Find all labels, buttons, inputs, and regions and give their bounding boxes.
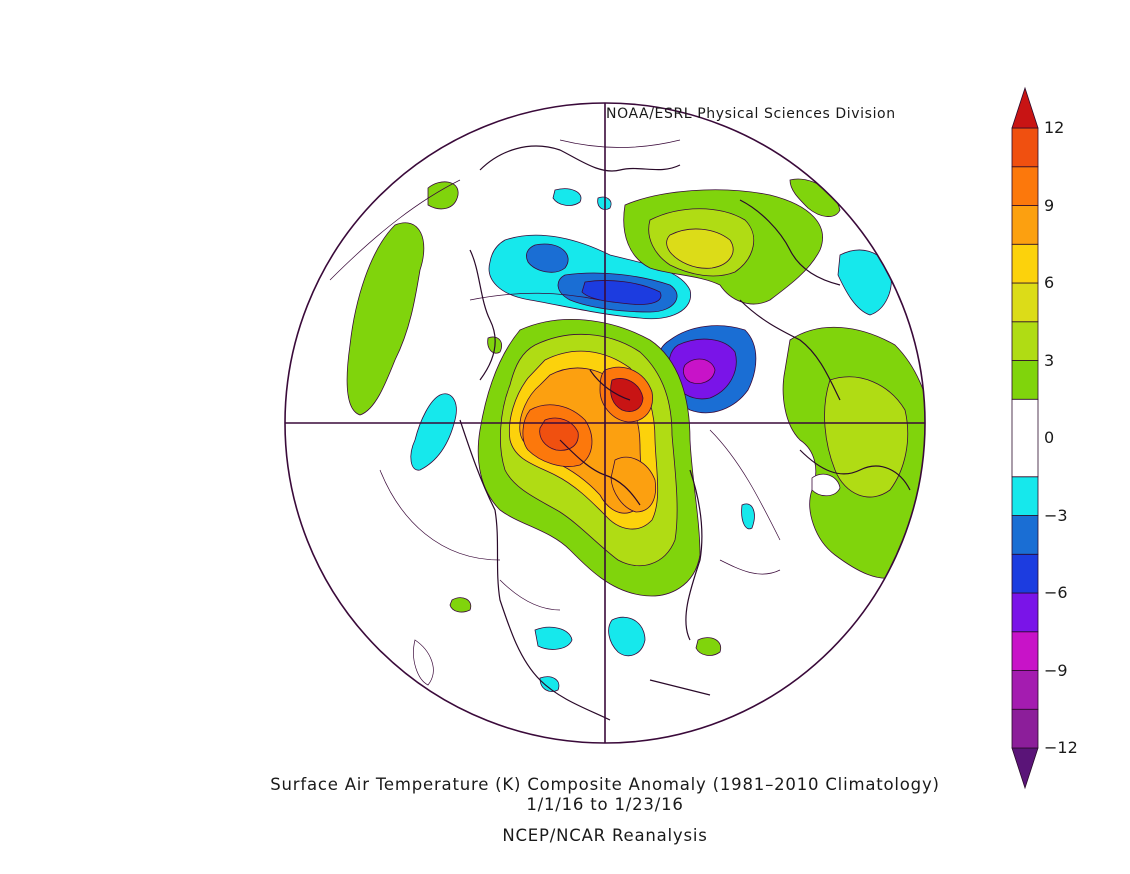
colorbar-bin bbox=[1011, 86, 1039, 129]
data-source: NCEP/NCAR Reanalysis bbox=[502, 826, 708, 845]
colorbar-bin bbox=[1011, 515, 1039, 555]
colorbar-bin bbox=[1011, 166, 1039, 206]
anomaly-region bbox=[552, 188, 582, 206]
anomaly-region bbox=[695, 637, 722, 656]
colorbar-bin bbox=[1011, 670, 1039, 710]
colorbar-tick-label: −6 bbox=[1044, 583, 1068, 602]
anomaly-region bbox=[346, 222, 425, 416]
colorbar-bin bbox=[1011, 398, 1039, 478]
colorbar-bin bbox=[1011, 127, 1039, 168]
colorbar-tick-label: 9 bbox=[1044, 195, 1055, 215]
colorbar-bin bbox=[1011, 553, 1039, 594]
colorbar bbox=[1011, 86, 1039, 790]
credit-label: NOAA/ESRL Physical Sciences Division bbox=[606, 106, 896, 122]
anomaly-region bbox=[811, 473, 841, 497]
anomaly-region bbox=[539, 417, 579, 451]
anomaly-region bbox=[610, 378, 644, 412]
anomaly-region bbox=[449, 597, 472, 613]
anomaly-region bbox=[610, 456, 657, 513]
anomaly-region bbox=[410, 393, 457, 471]
date-range: 1/1/16 to 1/23/16 bbox=[526, 795, 684, 814]
colorbar-tick-label: 3 bbox=[1044, 350, 1055, 370]
colorbar-tick-label: −12 bbox=[1044, 738, 1078, 757]
anomaly-region bbox=[534, 626, 573, 650]
map-disc bbox=[285, 103, 925, 743]
map-boundary bbox=[284, 102, 926, 744]
anomaly-region bbox=[837, 249, 892, 316]
colorbar-bin bbox=[1011, 282, 1039, 323]
coastlines bbox=[459, 145, 911, 721]
colorbar-tick-label: 6 bbox=[1044, 273, 1055, 292]
colorbar-bin bbox=[1011, 321, 1039, 361]
anomaly-region bbox=[683, 358, 716, 384]
colorbar-bin bbox=[1011, 360, 1039, 400]
colorbar-tick-label: 12 bbox=[1044, 118, 1065, 137]
colorbar-tick-label: 0 bbox=[1044, 428, 1055, 447]
anomaly-region bbox=[427, 181, 459, 210]
anomaly-region bbox=[741, 503, 755, 530]
contour-lines bbox=[329, 139, 781, 686]
anomaly-region bbox=[666, 228, 734, 269]
colorbar-bin bbox=[1011, 476, 1039, 516]
anomaly-region bbox=[526, 243, 569, 273]
anomaly-region bbox=[539, 676, 560, 692]
anomaly-region bbox=[824, 376, 909, 498]
colorbar-bin bbox=[1011, 205, 1039, 245]
map-title: Surface Air Temperature (K) Composite An… bbox=[270, 775, 940, 794]
anomaly-region bbox=[608, 616, 646, 657]
colorbar-bin bbox=[1011, 592, 1039, 633]
colorbar-bin bbox=[1011, 708, 1039, 749]
colorbar-bin bbox=[1011, 631, 1039, 671]
colorbar-bin bbox=[1011, 243, 1039, 284]
colorbar-tick-label: −9 bbox=[1044, 660, 1068, 680]
colorbar-tick-label: −3 bbox=[1044, 505, 1068, 525]
